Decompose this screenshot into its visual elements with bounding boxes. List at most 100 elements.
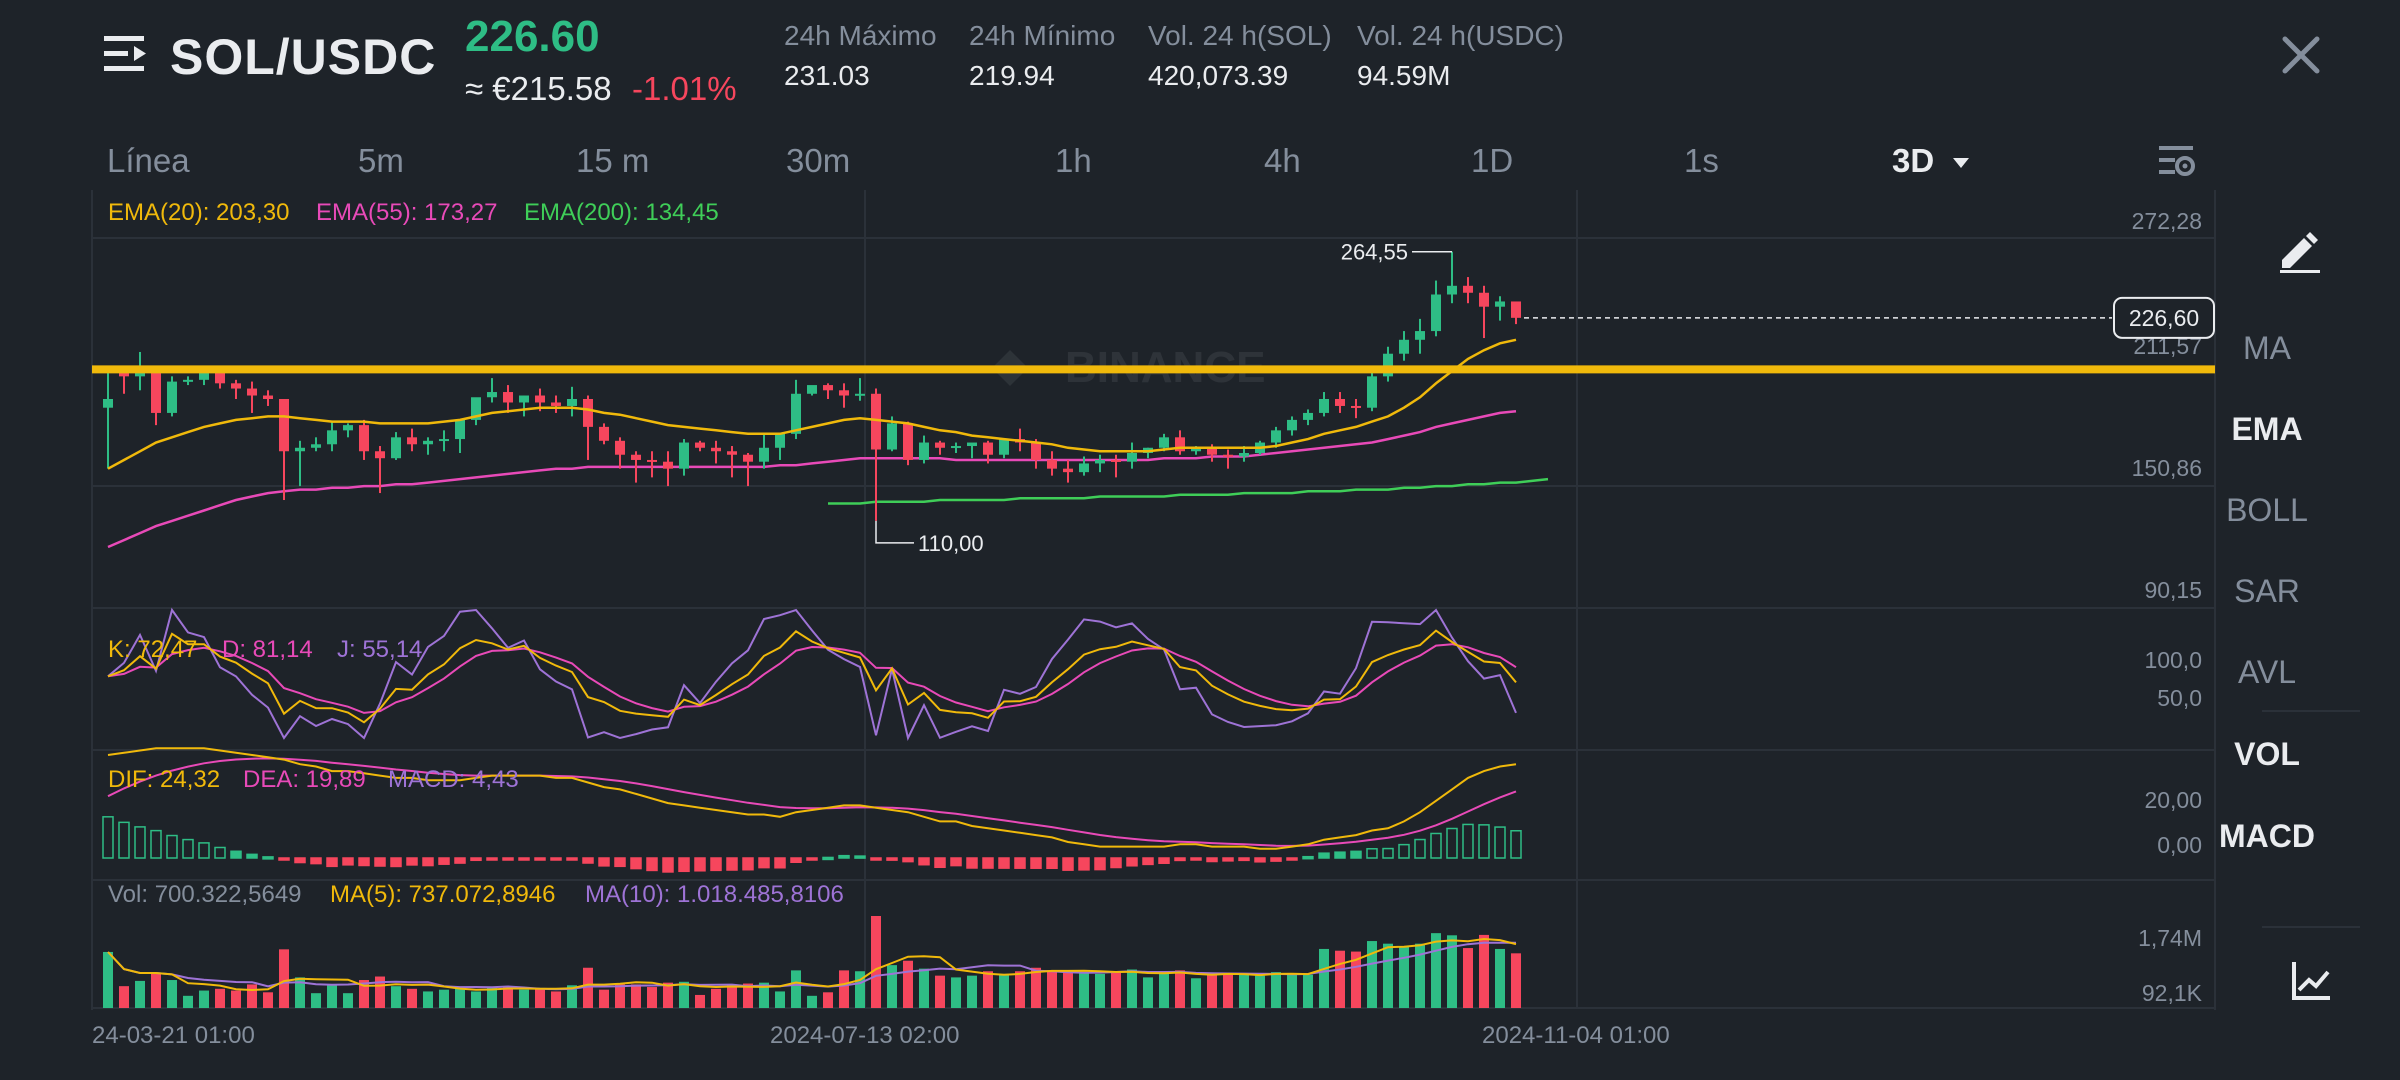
candle-body [1463,285,1473,293]
candle-body [599,426,609,441]
tab-4h[interactable]: 4h [1264,142,1301,179]
tab-1s[interactable]: 1s [1684,142,1719,179]
macd-bar [918,857,930,866]
volume-bar [1239,974,1249,1008]
tab-3d[interactable]: 3D [1892,142,1971,180]
low-marker-line [875,520,914,544]
volume-bar [663,982,673,1008]
legend-vol: Vol: 700.322,5649 [108,881,302,908]
close-icon[interactable] [2280,34,2322,76]
candle-body [263,395,273,399]
indicator-ma[interactable]: MA [2243,330,2291,366]
indicator-avl[interactable]: AVL [2237,654,2297,690]
indicator-macd[interactable]: MACD [2219,818,2315,854]
legend-ema55: EMA(55): 173,27 [316,199,498,226]
candle-body [359,425,369,452]
volume-bar [295,977,305,1008]
macd-bar [1174,857,1186,862]
tab-1h[interactable]: 1h [1055,142,1092,179]
macd-bar [342,857,354,866]
candle-body [1511,301,1521,318]
macd-bar [1286,857,1298,861]
macd-bar [854,855,866,859]
volume-bar [1175,970,1185,1008]
macd-bar [982,857,994,869]
candle-body [327,430,337,445]
vol-axis-bottom: 92,1K [2141,980,2202,1006]
macd-bar [1270,857,1282,862]
volume-bar [1015,971,1025,1008]
indicator-sar[interactable]: SAR [2234,573,2300,609]
volume-bar [1063,971,1073,1008]
candle-body [311,444,321,448]
volume-bar [103,951,113,1008]
draw-tool-icon[interactable] [2272,226,2328,274]
stat-vol-usdc-label: Vol. 24 h(USDC) [1357,20,1564,51]
candle-body [423,440,433,445]
macd-bar [198,842,210,859]
volume-bar [1399,946,1409,1008]
macd-bar [1462,823,1474,859]
candle-body [999,439,1009,455]
candle-body [1207,447,1217,455]
macd-bar [1206,857,1218,863]
chart-canvas[interactable]: BINANCE 264,55 110,00 211,57 226,60 [0,190,2230,1050]
volume-bar [1031,967,1041,1008]
macd-bar [598,857,610,867]
volume-bar [1255,975,1265,1008]
indicator-chart-icon[interactable] [2290,958,2334,1002]
tab-5m[interactable]: 5m [358,142,404,179]
candle-body [1479,292,1489,307]
macd-bar [470,857,482,862]
candle-body [711,447,721,452]
candle-body [615,440,625,455]
candle-body [519,395,529,403]
volume-bar [791,970,801,1008]
candle-body [1383,353,1393,377]
volume-bar [647,987,657,1008]
volume-bar [1127,969,1137,1008]
macd-bar [630,857,642,870]
tab-30m[interactable]: 30m [786,142,851,179]
candle-body [951,446,961,449]
tab-1d[interactable]: 1D [1471,142,1514,179]
pair-title[interactable]: SOL/USDC [170,29,437,85]
candle-body [1127,452,1137,462]
candle-body [855,393,865,396]
indicator-boll[interactable]: BOLL [2226,492,2308,528]
candle-body [279,399,289,452]
date-label-3: 2024-11-04 01:00 [1482,1022,1670,1049]
macd-bar [422,857,434,867]
volume-bar [343,993,353,1008]
volume-bar [231,990,241,1008]
candle-body [1335,399,1345,406]
chart-settings-icon[interactable] [2157,140,2197,180]
macd-bar [886,857,898,861]
macd-bar [262,856,274,860]
legend-j: J: 55,14 [337,636,423,663]
volume-bar [327,985,337,1008]
macd-bar [1494,826,1506,859]
volume-bar [407,988,417,1008]
tab-line[interactable]: Línea [107,142,190,179]
macd-axis-0: 0,00 [2157,832,2202,858]
macd-bar [1350,850,1362,859]
indicator-ema[interactable]: EMA [2231,411,2303,447]
tab-15m[interactable]: 15 m [576,142,650,179]
macd-bar [998,857,1010,869]
macd-bar [1142,857,1154,866]
macd-bar [726,857,738,871]
menu-icon[interactable] [102,30,150,78]
candle-body [1303,412,1313,420]
sidebar-divider-2 [2262,926,2360,928]
stat-high-value: 231.03 [784,60,870,91]
macd-bar [358,857,370,867]
macd-bar [1238,857,1250,862]
indicator-vol[interactable]: VOL [2234,736,2300,772]
macd-bar [614,857,626,868]
volume-bar [583,967,593,1008]
macd-bar [1478,824,1490,859]
macd-bar [310,857,322,865]
volume-bar [391,986,401,1008]
high-marker-label: 264,55 [1341,240,1408,265]
